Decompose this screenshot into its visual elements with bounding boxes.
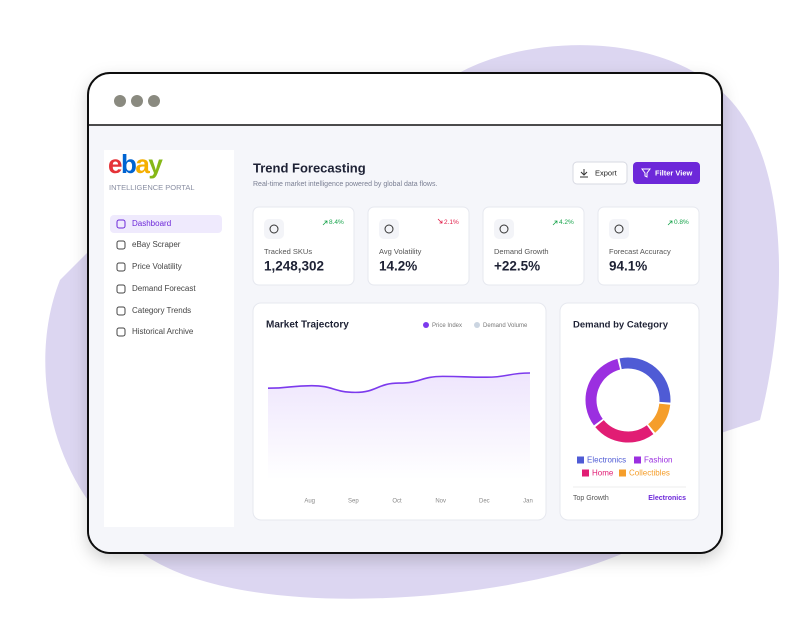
stat-icon-bg [264, 219, 284, 239]
filter-icon [641, 168, 651, 178]
donut-segment [595, 419, 654, 443]
stat-value: 94.1% [609, 259, 647, 274]
export-icon [580, 169, 588, 178]
menu-icon [116, 240, 126, 250]
x-tick-label: Jan [523, 499, 533, 505]
donut-segment [619, 357, 671, 403]
menu-icon [116, 219, 126, 229]
menu-item[interactable]: eBay Scraper [132, 240, 181, 249]
menu-icon [116, 306, 126, 316]
legend-label: Demand Volume [483, 323, 528, 329]
stat-change: 0.8% [674, 219, 689, 226]
legend-label: Collectibles [629, 469, 670, 478]
stat-label: Avg Volatility [379, 247, 422, 256]
trend-arrow [322, 220, 328, 226]
legend-swatch [634, 456, 641, 464]
chart-title: Market Trajectory [266, 320, 349, 331]
chart-title: Demand by Category [573, 320, 669, 331]
x-tick-label: Aug [304, 499, 315, 505]
menu-item[interactable]: Dashboard [132, 219, 171, 228]
legend-swatch [582, 469, 589, 477]
stat-change: 8.4% [329, 219, 344, 226]
logo: ebay [108, 149, 163, 179]
x-tick-label: Sep [348, 499, 359, 505]
portal-subtitle: INTELLIGENCE PORTAL [109, 183, 195, 192]
menu-item[interactable]: Demand Forecast [132, 284, 196, 293]
export-button[interactable] [572, 161, 628, 185]
window-dot [114, 95, 126, 107]
stat-label: Forecast Accuracy [609, 247, 671, 256]
legend-label: Fashion [644, 456, 672, 465]
legend-label: Home [592, 469, 614, 478]
footer-label: Top Growth [573, 495, 609, 502]
legend-dot [423, 322, 429, 328]
stat-icon [614, 224, 624, 234]
legend-label: Price Index [432, 323, 462, 329]
menu-item[interactable]: Category Trends [132, 306, 191, 315]
page-title: Trend Forecasting [253, 160, 366, 175]
legend-dot [474, 322, 480, 328]
stat-value: 1,248,302 [264, 259, 324, 274]
stat-icon-bg [609, 219, 629, 239]
x-tick-label: Nov [435, 499, 446, 505]
legend-swatch [619, 469, 626, 477]
export-label: Export [595, 168, 618, 177]
line-area [268, 373, 530, 480]
stat-change: 4.2% [559, 219, 574, 226]
menu-icon [116, 284, 126, 294]
stat-value: 14.2% [379, 259, 417, 274]
trend-arrow [437, 218, 443, 224]
menu-active-bg [110, 215, 222, 233]
stat-change: 2.1% [444, 219, 459, 226]
stat-value: +22.5% [494, 259, 540, 274]
legend-swatch [577, 456, 584, 464]
menu-icon [116, 327, 126, 337]
stat-label: Tracked SKUs [264, 247, 312, 256]
x-tick-label: Dec [479, 499, 490, 505]
window-dot [131, 95, 143, 107]
stat-icon [384, 224, 394, 234]
sidebar [104, 150, 234, 527]
stat-icon [499, 224, 509, 234]
trend-arrow [667, 220, 673, 226]
filter-button[interactable] [633, 162, 700, 184]
trend-arrow [552, 220, 558, 226]
chart-card [559, 302, 700, 521]
line [267, 372, 531, 394]
x-tick-label: Oct [392, 499, 402, 505]
donut-segment [647, 403, 671, 433]
stat-icon-bg [379, 219, 399, 239]
donut-segment [585, 358, 621, 426]
menu-icon [116, 262, 126, 272]
window-dot [148, 95, 160, 107]
filter-label: Filter View [655, 168, 693, 177]
stat-icon [269, 224, 279, 234]
stat-label: Demand Growth [494, 247, 549, 256]
menu-item[interactable]: Historical Archive [132, 327, 194, 336]
legend-label: Electronics [587, 456, 626, 465]
page-subtitle: Real-time market intelligence powered by… [253, 181, 437, 188]
stat-icon-bg [494, 219, 514, 239]
menu-item[interactable]: Price Volatility [132, 262, 182, 271]
footer-value: Electronics [648, 495, 686, 502]
